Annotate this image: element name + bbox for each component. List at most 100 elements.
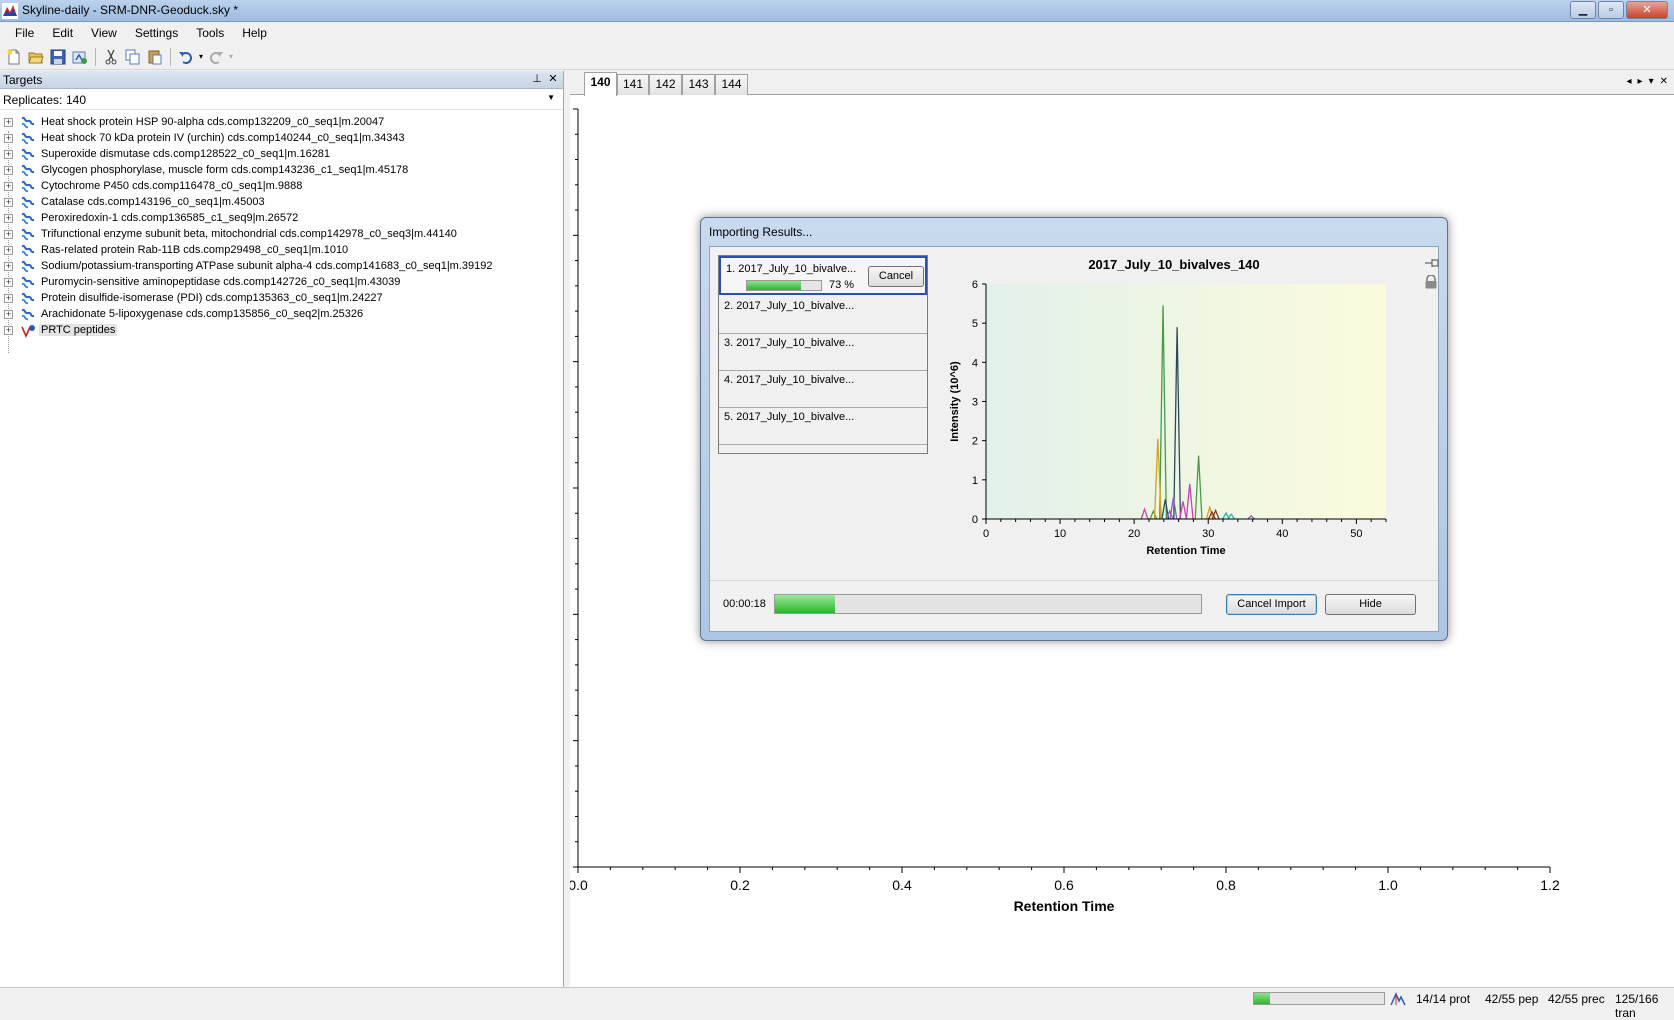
copy-icon[interactable]: [122, 46, 144, 68]
y-tick-label: 0: [972, 514, 978, 526]
protein-label: Cytochrome P450 cds.comp116478_c0_seq1|m…: [41, 180, 303, 192]
menu-help[interactable]: Help: [242, 26, 267, 40]
close-window-button[interactable]: ✕: [1626, 1, 1668, 19]
tab-144[interactable]: 144: [715, 74, 748, 95]
replicates-value[interactable]: 140: [66, 93, 87, 107]
toolbar: ▾ ▾: [0, 44, 1674, 70]
preview-chart-title: 2017_July_10_bivalves_140: [1088, 257, 1259, 272]
x-tick-label: 10: [1054, 528, 1066, 540]
protein-icon: [21, 132, 35, 145]
expand-toggle-icon[interactable]: +: [4, 165, 13, 175]
menu-tools[interactable]: Tools: [196, 26, 225, 40]
file-item[interactable]: 4. 2017_July_10_bivalve...: [719, 369, 927, 408]
save-icon[interactable]: [47, 46, 69, 68]
replicates-label: Replicates:: [3, 93, 63, 107]
pin-chart-icon[interactable]: [1424, 257, 1440, 269]
file-item[interactable]: 2. 2017_July_10_bivalve...: [719, 295, 927, 334]
protein-label: Trifunctional enzyme subunit beta, mitoc…: [41, 228, 457, 240]
file-cancel-button[interactable]: Cancel: [868, 266, 924, 287]
new-document-icon[interactable]: [3, 46, 25, 68]
hide-button[interactable]: Hide: [1325, 594, 1416, 615]
dropdown-arrow-icon[interactable]: ▼: [547, 93, 555, 102]
toolbar-separator: [170, 47, 171, 66]
dialog-footer: 00:00:18 Cancel Import Hide: [710, 580, 1438, 631]
protein-label: Ras-related protein Rab-11B cds.comp2949…: [41, 244, 349, 256]
x-tick-label: 1.2: [1540, 877, 1560, 893]
file-item[interactable]: 5. 2017_July_10_bivalve...: [719, 406, 927, 445]
open-folder-icon[interactable]: [25, 46, 47, 68]
lock-icon[interactable]: [1424, 275, 1438, 289]
chromatogram-peak: [1140, 507, 1149, 520]
tab-140[interactable]: 140: [584, 72, 617, 96]
x-tick-label: 0.0: [570, 877, 588, 893]
main-chromatogram-chart[interactable]: 00.20.40.60.811.20.00.20.40.60.81.01.2Re…: [570, 95, 1674, 987]
expand-toggle-icon[interactable]: +: [4, 309, 13, 319]
x-tick-label: 1.0: [1378, 877, 1398, 893]
protein-icon: [21, 244, 35, 257]
menu-view[interactable]: View: [91, 26, 117, 40]
import-icon[interactable]: [69, 46, 91, 68]
status-progress-fill: [1254, 993, 1270, 1004]
peptide-list-icon: [21, 325, 35, 338]
scroll-right-icon[interactable]: ▸: [1637, 76, 1643, 87]
expand-toggle-icon[interactable]: +: [4, 149, 13, 159]
close-panel-icon[interactable]: ✕: [548, 73, 558, 85]
expand-toggle-icon[interactable]: +: [4, 261, 13, 271]
protein-label: Catalase cds.comp143196_c0_seq1|m.45003: [41, 196, 265, 208]
redo-dropdown-icon[interactable]: ▾: [228, 52, 233, 61]
menu-settings[interactable]: Settings: [134, 26, 179, 40]
expand-toggle-icon[interactable]: +: [4, 229, 13, 239]
chromatogram-peak: [1153, 438, 1162, 520]
tab-141[interactable]: 141: [617, 74, 649, 95]
undo-dropdown-icon[interactable]: ▾: [198, 52, 203, 61]
import-file-list: 1. 2017_July_10_bivalve... 73 % Cancel 2…: [718, 255, 928, 454]
file-item-active[interactable]: 1. 2017_July_10_bivalve... 73 % Cancel: [719, 256, 927, 295]
expand-toggle-icon[interactable]: +: [4, 277, 13, 287]
tab-list-dropdown-icon[interactable]: ▾: [1648, 76, 1654, 87]
protein-label: Heat shock protein HSP 90-alpha cds.comp…: [41, 116, 385, 128]
protein-icon: [21, 180, 35, 193]
panel-splitter[interactable]: [565, 71, 570, 987]
overall-progress-bar: [774, 594, 1202, 614]
expand-toggle-icon[interactable]: +: [4, 197, 13, 207]
skyline-app-icon: [2, 3, 18, 19]
targets-title: Targets: [3, 73, 43, 87]
transition-count: 125/166 tran: [1615, 992, 1659, 1020]
expand-toggle-icon[interactable]: +: [4, 293, 13, 303]
cut-icon[interactable]: [100, 46, 122, 68]
precursor-count: 42/55 prec: [1548, 992, 1605, 1006]
maximize-button[interactable]: ▫: [1598, 1, 1624, 19]
x-tick-label: 0.8: [1216, 877, 1236, 893]
protein-label: Arachidonate 5-lipoxygenase cds.comp1358…: [41, 308, 364, 320]
expand-toggle-icon[interactable]: +: [4, 117, 13, 127]
expand-toggle-icon[interactable]: +: [4, 133, 13, 143]
cancel-import-button[interactable]: Cancel Import: [1226, 594, 1317, 615]
pin-icon[interactable]: ⊥: [532, 73, 542, 85]
minimize-button[interactable]: ▁: [1570, 1, 1596, 19]
x-tick-label: 20: [1128, 528, 1140, 540]
dialog-title: Importing Results...: [709, 225, 813, 239]
replicates-selector[interactable]: Replicates: 140 ▼: [0, 89, 563, 110]
redo-icon[interactable]: [205, 46, 227, 68]
protein-label: Heat shock 70 kDa protein IV (urchin) cd…: [41, 132, 405, 144]
expand-toggle-icon[interactable]: +: [4, 181, 13, 191]
scroll-left-icon[interactable]: ◂: [1626, 76, 1632, 87]
menu-edit[interactable]: Edit: [52, 26, 74, 40]
close-tab-icon[interactable]: ✕: [1659, 76, 1668, 87]
tab-142[interactable]: 142: [649, 74, 682, 95]
chromatogram-peak: [1227, 513, 1236, 520]
file-item[interactable]: 3. 2017_July_10_bivalve...: [719, 332, 927, 371]
protein-label: Protein disulfide-isomerase (PDI) cds.co…: [41, 292, 383, 304]
plot-area: [986, 284, 1386, 519]
file-progress-percent: 73 %: [829, 279, 855, 291]
elapsed-time: 00:00:18: [723, 598, 766, 610]
undo-icon[interactable]: [175, 46, 197, 68]
expand-toggle-icon[interactable]: +: [4, 325, 13, 335]
tab-143[interactable]: 143: [682, 74, 715, 95]
paste-icon[interactable]: [144, 46, 166, 68]
protein-label: Sodium/potassium-transporting ATPase sub…: [41, 260, 493, 272]
dialog-body: 1. 2017_July_10_bivalve... 73 % Cancel 2…: [709, 246, 1439, 632]
expand-toggle-icon[interactable]: +: [4, 245, 13, 255]
expand-toggle-icon[interactable]: +: [4, 213, 13, 223]
menu-file[interactable]: File: [15, 26, 35, 40]
